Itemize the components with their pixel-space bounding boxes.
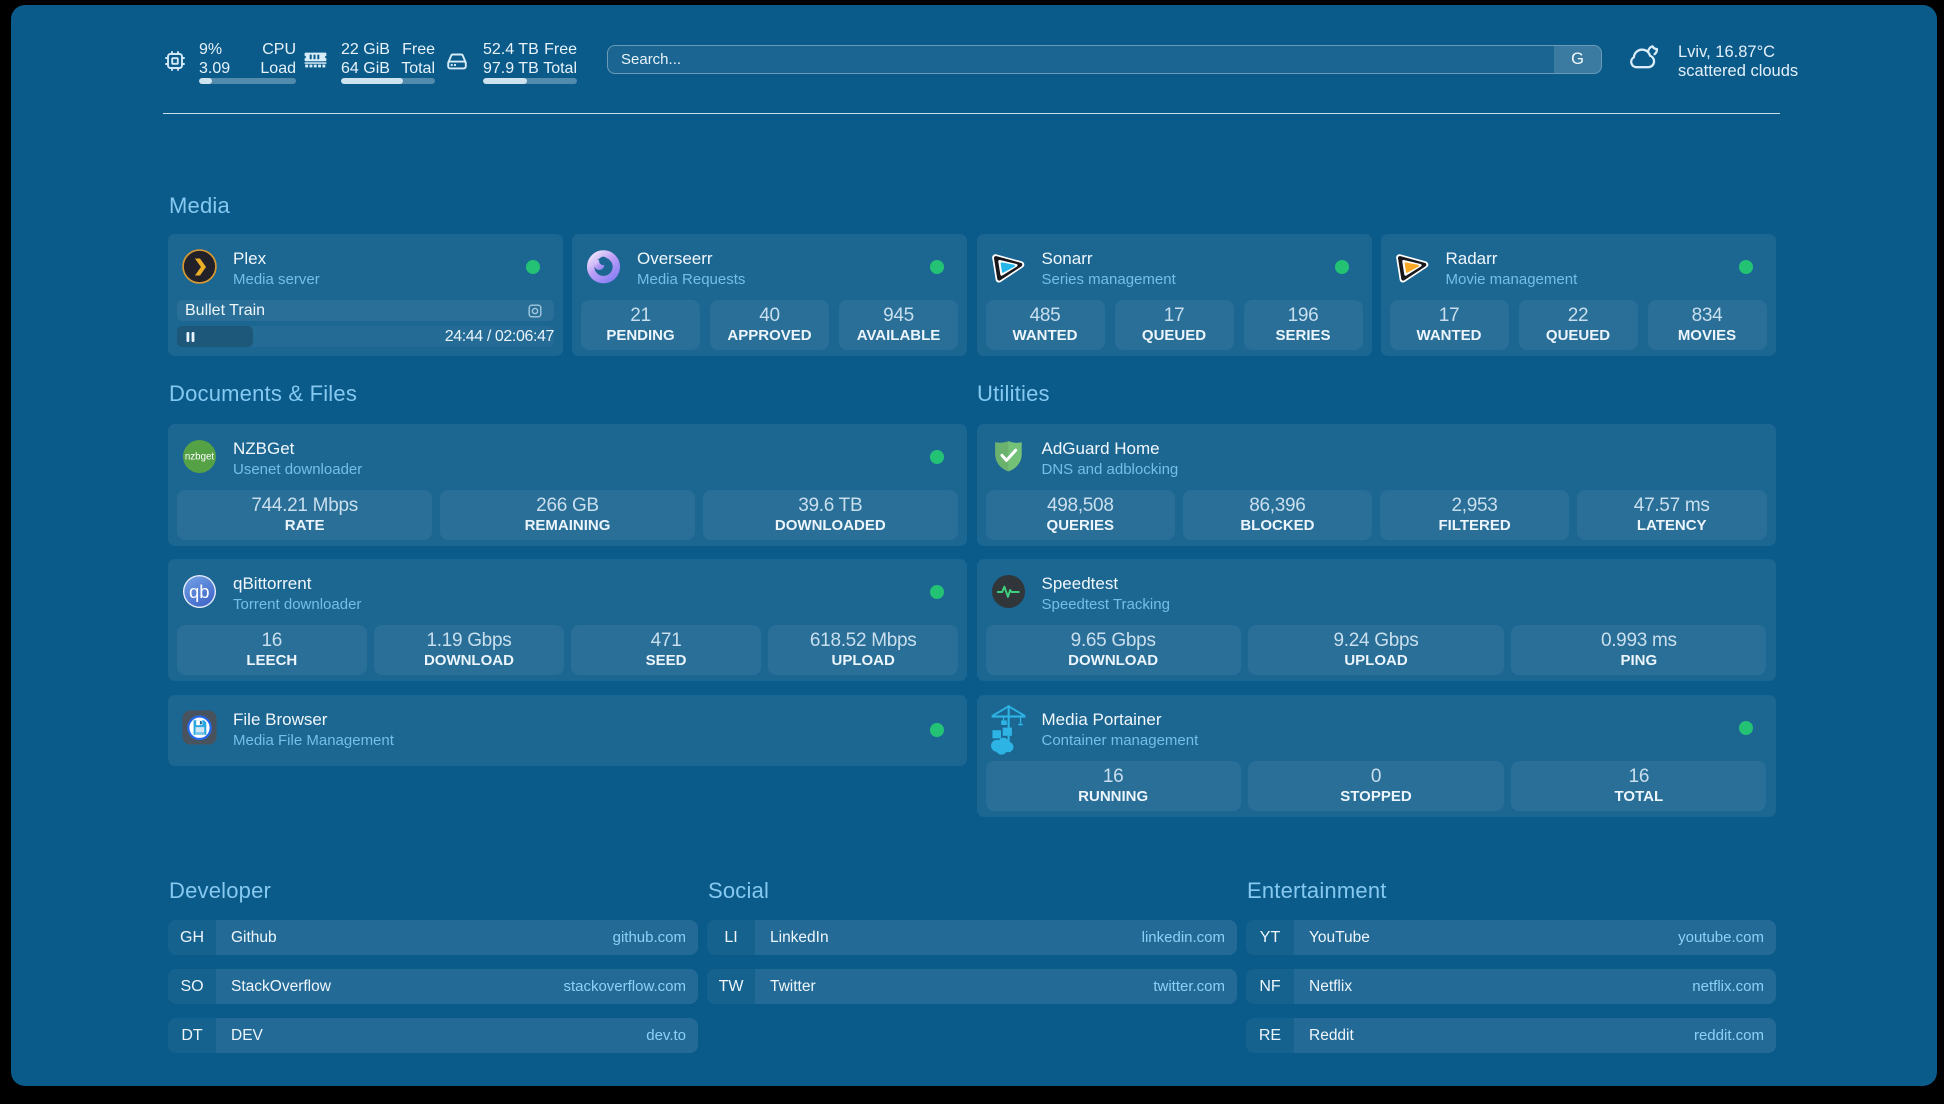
svg-text:nzbget: nzbget (185, 452, 214, 463)
svg-text:qb: qb (189, 581, 210, 602)
